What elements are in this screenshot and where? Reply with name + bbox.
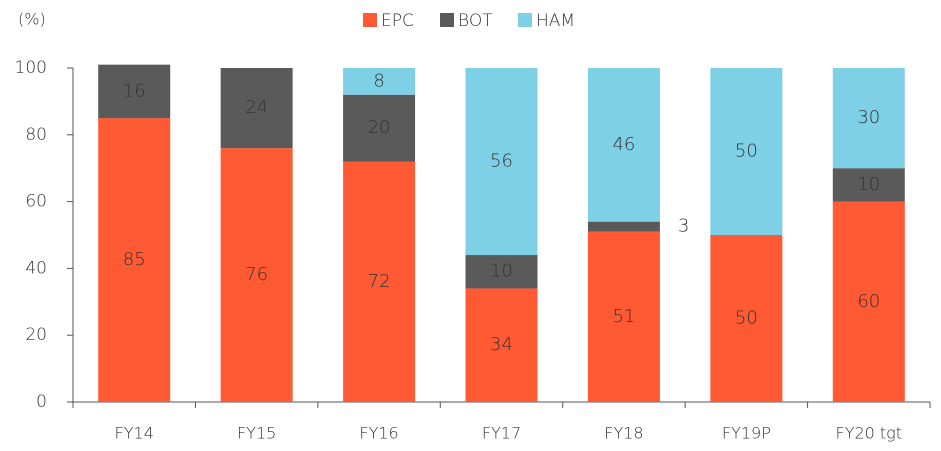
bar-segment <box>587 221 660 232</box>
bar-segment <box>98 118 171 402</box>
y-tick-label: 60 <box>25 192 47 212</box>
y-tick-label: 0 <box>36 392 47 412</box>
bar-segment <box>220 68 293 149</box>
bar-segment <box>832 168 905 202</box>
legend-swatch <box>363 13 377 27</box>
x-tick-label: FY19P <box>722 424 771 443</box>
bar-segment <box>343 68 416 95</box>
data-label: 3 <box>678 216 689 237</box>
x-tick-label: FY16 <box>359 424 398 443</box>
bar-segment <box>587 231 660 402</box>
data-label: 16 <box>123 80 146 101</box>
data-label: 8 <box>373 70 384 91</box>
data-label: 24 <box>245 97 268 118</box>
data-label: 50 <box>735 308 758 329</box>
data-label: 50 <box>735 141 758 162</box>
data-label: 34 <box>490 334 513 355</box>
data-label: 60 <box>857 291 880 312</box>
legend-swatch <box>440 13 454 27</box>
bar-segment <box>832 201 905 402</box>
x-tick-label: FY14 <box>115 424 154 443</box>
x-tick-label: FY15 <box>237 424 276 443</box>
x-tick-label: FY18 <box>604 424 643 443</box>
legend-swatch <box>518 13 532 27</box>
data-label: 51 <box>612 306 635 327</box>
bar-segment <box>343 161 416 402</box>
y-tick-label: 80 <box>25 125 47 145</box>
bar-segment <box>98 64 171 119</box>
bar-segment <box>832 68 905 169</box>
bar-segment <box>465 68 538 256</box>
y-tick-label: 20 <box>25 325 47 345</box>
data-label: 76 <box>245 264 268 285</box>
data-label: 72 <box>368 271 391 292</box>
bar-segment <box>710 68 783 235</box>
y-axis-label: (%) <box>18 10 46 29</box>
data-label: 10 <box>857 174 880 195</box>
y-tick-label: 40 <box>25 258 47 278</box>
data-label: 85 <box>123 249 146 270</box>
data-label: 20 <box>368 117 391 138</box>
data-label: 30 <box>857 107 880 128</box>
legend-label: EPC <box>381 11 414 31</box>
bar-segment <box>465 255 538 289</box>
bar-segment <box>465 288 538 402</box>
bar-segment <box>220 148 293 402</box>
y-tick-label: 100 <box>15 58 47 78</box>
bar-segment <box>343 94 416 162</box>
bar-segment <box>710 235 783 402</box>
data-label: 56 <box>490 151 513 172</box>
x-tick-label: FY20 tgt <box>835 424 902 443</box>
legend-label: HAM <box>536 11 575 31</box>
data-label: 10 <box>490 261 513 282</box>
legend-label: BOT <box>458 11 493 31</box>
bar-segment <box>587 68 660 222</box>
x-tick-label: FY17 <box>482 424 521 443</box>
data-label: 46 <box>612 134 635 155</box>
